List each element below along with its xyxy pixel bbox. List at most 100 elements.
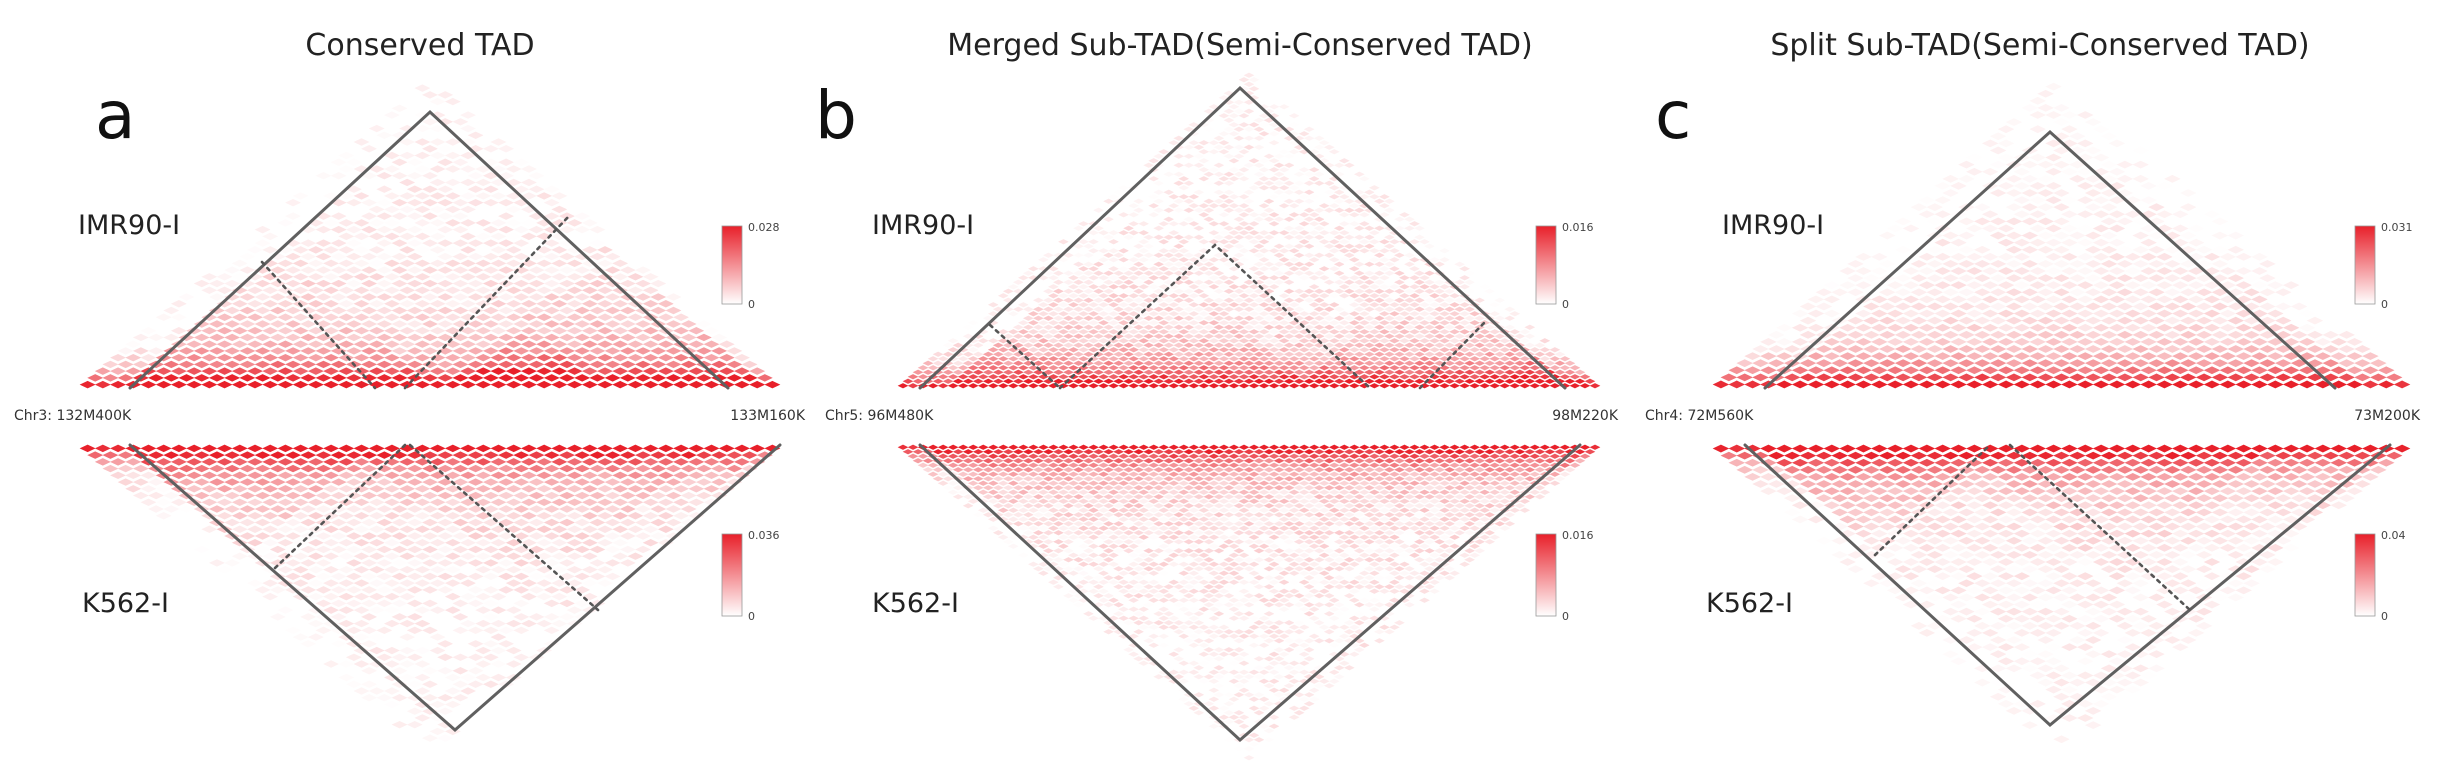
heatmap-cell <box>1494 449 1506 455</box>
heatmap-cell <box>1138 302 1150 308</box>
heatmap-cell <box>558 613 575 621</box>
heatmap-cell <box>482 559 499 567</box>
heatmap-cell <box>1173 162 1185 168</box>
heatmap-cell <box>216 367 233 375</box>
heatmap-cell <box>1218 149 1230 155</box>
heatmap-cell <box>680 333 697 342</box>
heatmap-cell <box>1343 360 1355 366</box>
heatmap-cell <box>368 286 385 295</box>
heatmap-cell <box>1368 356 1380 362</box>
heatmap-cell <box>1308 356 1320 362</box>
heatmap-cell <box>482 667 499 675</box>
heatmap-cell <box>1348 176 1360 182</box>
heatmap-cell <box>368 313 385 321</box>
heatmap-cell <box>482 185 499 193</box>
heatmap-cell <box>543 599 560 608</box>
heatmap-cell <box>1153 243 1165 249</box>
heatmap-cell <box>391 118 408 126</box>
heatmap-cell <box>1228 95 1240 101</box>
heatmap-cell <box>1158 203 1170 209</box>
heatmap-cell <box>1007 444 1019 450</box>
heatmap-cell <box>452 360 469 369</box>
heatmap-cell <box>1218 383 1230 389</box>
heatmap-cell <box>589 464 606 473</box>
heatmap-cell <box>1298 347 1310 353</box>
heatmap-cell <box>1208 230 1220 236</box>
heatmap-cell <box>414 485 431 493</box>
heatmap-cell <box>490 512 507 520</box>
heatmap-cell <box>201 353 218 362</box>
heatmap-cell <box>414 471 431 480</box>
heatmap-cell <box>391 464 408 473</box>
heatmap-cell <box>361 239 378 247</box>
heatmap-cell <box>1454 261 1465 267</box>
heatmap-cell <box>1394 342 1405 348</box>
heatmap-cell <box>1409 356 1420 362</box>
heatmap-cell <box>1303 225 1315 231</box>
heatmap-cell <box>581 367 598 375</box>
heatmap-cell <box>1328 257 1340 263</box>
heatmap-cell <box>1374 306 1385 312</box>
heatmap-cell <box>429 300 446 308</box>
heatmap-cell <box>1489 311 1501 317</box>
heatmap-cell <box>1113 369 1124 375</box>
heatmap-cell <box>429 552 446 560</box>
heatmap-cell <box>551 485 568 493</box>
heatmap-cell <box>437 559 454 567</box>
heatmap-cell <box>619 360 636 369</box>
heatmap-cell <box>589 279 606 288</box>
heatmap-cell <box>277 606 294 614</box>
heatmap-cell <box>1148 158 1160 164</box>
heatmap-cell <box>490 138 507 146</box>
heatmap-cell <box>1183 126 1195 132</box>
heatmap-cell <box>1253 198 1265 204</box>
heatmap-cell <box>1343 225 1355 231</box>
heatmap-cell <box>566 205 583 214</box>
heatmap-cell <box>528 266 545 274</box>
heatmap-cell <box>1384 234 1395 240</box>
heatmap-cell <box>665 306 682 315</box>
heatmap-cell <box>1017 365 1029 371</box>
heatmap-cell <box>1549 356 1561 362</box>
heatmap-cell <box>1258 275 1270 281</box>
panel-letter: c <box>1655 77 1691 154</box>
heatmap-cell <box>1218 212 1230 218</box>
heatmap-cell <box>216 458 233 466</box>
heatmap-cell <box>353 151 370 160</box>
heatmap-cell <box>1143 288 1155 294</box>
heatmap-cell <box>1258 383 1270 389</box>
panel-a: Conserved TAD a IMR90-I K562-I Chr3: 132… <box>14 28 806 623</box>
heatmap-cell <box>942 369 954 375</box>
heatmap-cell <box>414 313 431 321</box>
heatmap-cell <box>391 333 408 342</box>
heatmap-cell <box>1023 342 1034 348</box>
heatmap-cell <box>1343 315 1355 321</box>
heatmap-cell <box>262 498 279 507</box>
heatmap-cell <box>505 444 522 453</box>
heatmap-cell <box>1183 369 1195 375</box>
heatmap-cell <box>155 340 172 348</box>
heatmap-cell <box>1198 453 1210 459</box>
heatmap-cell <box>977 444 989 450</box>
heatmap-cell <box>1128 338 1140 344</box>
heatmap-cell <box>1328 230 1340 236</box>
heatmap-cell <box>330 640 347 648</box>
heatmap-cell <box>505 367 522 375</box>
heatmap-cell <box>460 552 477 560</box>
heatmap-cell <box>1243 216 1255 222</box>
heatmap-cell <box>1088 347 1099 353</box>
heatmap-cell <box>1103 297 1114 303</box>
heatmap-cell <box>406 667 423 675</box>
heatmap-cell <box>1033 288 1044 294</box>
heatmap-cell <box>1494 351 1506 357</box>
heatmap-cell <box>612 471 629 480</box>
heatmap-cell <box>1404 252 1415 258</box>
heatmap-cell <box>1178 311 1190 317</box>
heatmap-cell <box>619 491 636 500</box>
heatmap-cell <box>528 626 545 635</box>
heatmap-cell <box>1414 369 1425 375</box>
heatmap-cell <box>1464 378 1475 384</box>
heatmap-cell <box>581 380 598 389</box>
heatmap-cell <box>1238 356 1250 362</box>
heatmap-cell <box>1414 378 1425 384</box>
